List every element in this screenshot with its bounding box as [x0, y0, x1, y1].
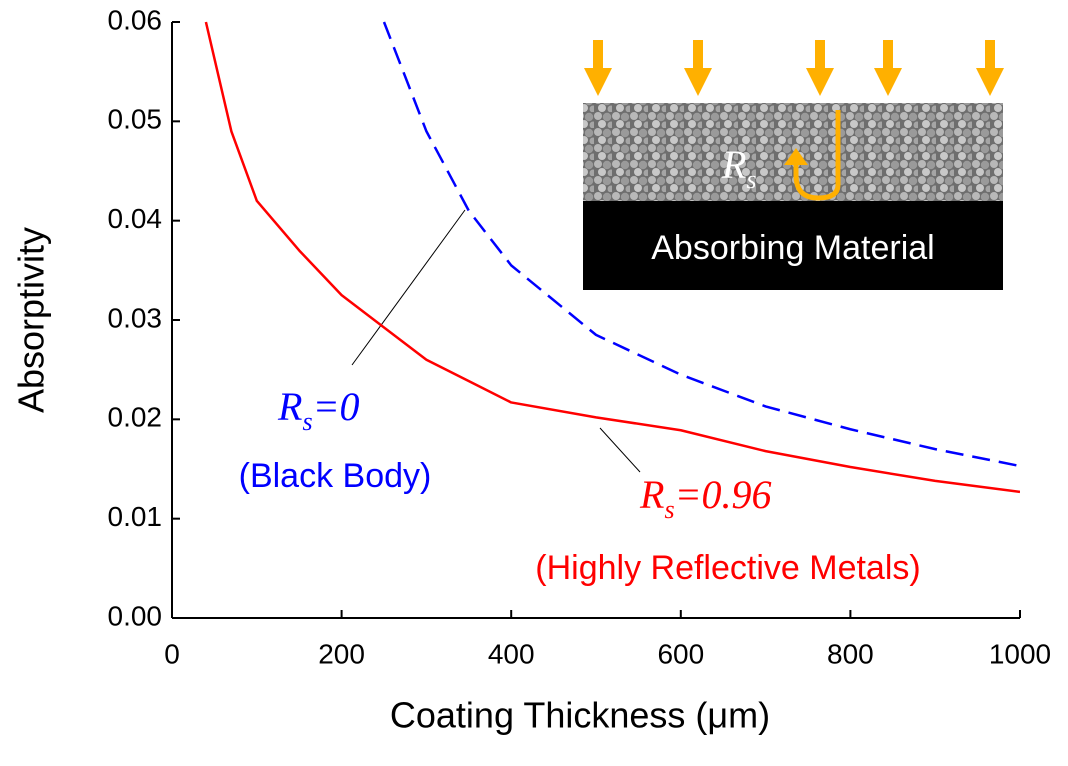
leader-line	[352, 210, 465, 365]
y-tick-label: 0.05	[108, 104, 163, 135]
inset-particles	[583, 103, 1003, 201]
annotation-text: =0.96	[675, 472, 772, 517]
annotation-note: (Black Body)	[239, 457, 432, 495]
y-tick-label: 0.03	[108, 302, 163, 333]
symbol: R	[639, 472, 664, 517]
inset: Absorbing Material Rs	[583, 40, 1004, 290]
x-axis-title: Coating Thickness (μm)	[390, 695, 770, 736]
inset-label: Absorbing Material	[651, 229, 934, 267]
y-tick-label: 0.00	[108, 600, 163, 631]
symbol: R	[277, 384, 302, 429]
y-tick-label: 0.06	[108, 4, 163, 35]
subscript: s	[746, 165, 756, 194]
subscript: s	[302, 407, 312, 436]
x-tick-label: 0	[164, 638, 180, 669]
annotation-note: (Highly Reflective Metals)	[535, 549, 920, 587]
y-tick-label: 0.01	[108, 501, 163, 532]
annotation: Rs=0.96	[639, 472, 772, 524]
y-axis-title: Absorptivity	[11, 227, 52, 413]
symbol: R	[721, 142, 746, 187]
y-tick-label: 0.04	[108, 203, 163, 234]
annotation-text: =0	[313, 384, 360, 429]
incident-arrows	[584, 40, 1004, 96]
x-tick-label: 200	[318, 638, 365, 669]
y-tick-label: 0.02	[108, 402, 163, 433]
x-tick-label: 1000	[989, 638, 1051, 669]
annotation: Rs=0	[277, 384, 360, 436]
subscript: s	[664, 495, 674, 524]
chart: Absorbing Material Rs Rs=0 (Black Body) …	[0, 0, 1068, 761]
x-tick-label: 600	[657, 638, 704, 669]
x-tick-label: 400	[488, 638, 535, 669]
x-tick-label: 800	[827, 638, 874, 669]
leader-line	[600, 428, 640, 472]
